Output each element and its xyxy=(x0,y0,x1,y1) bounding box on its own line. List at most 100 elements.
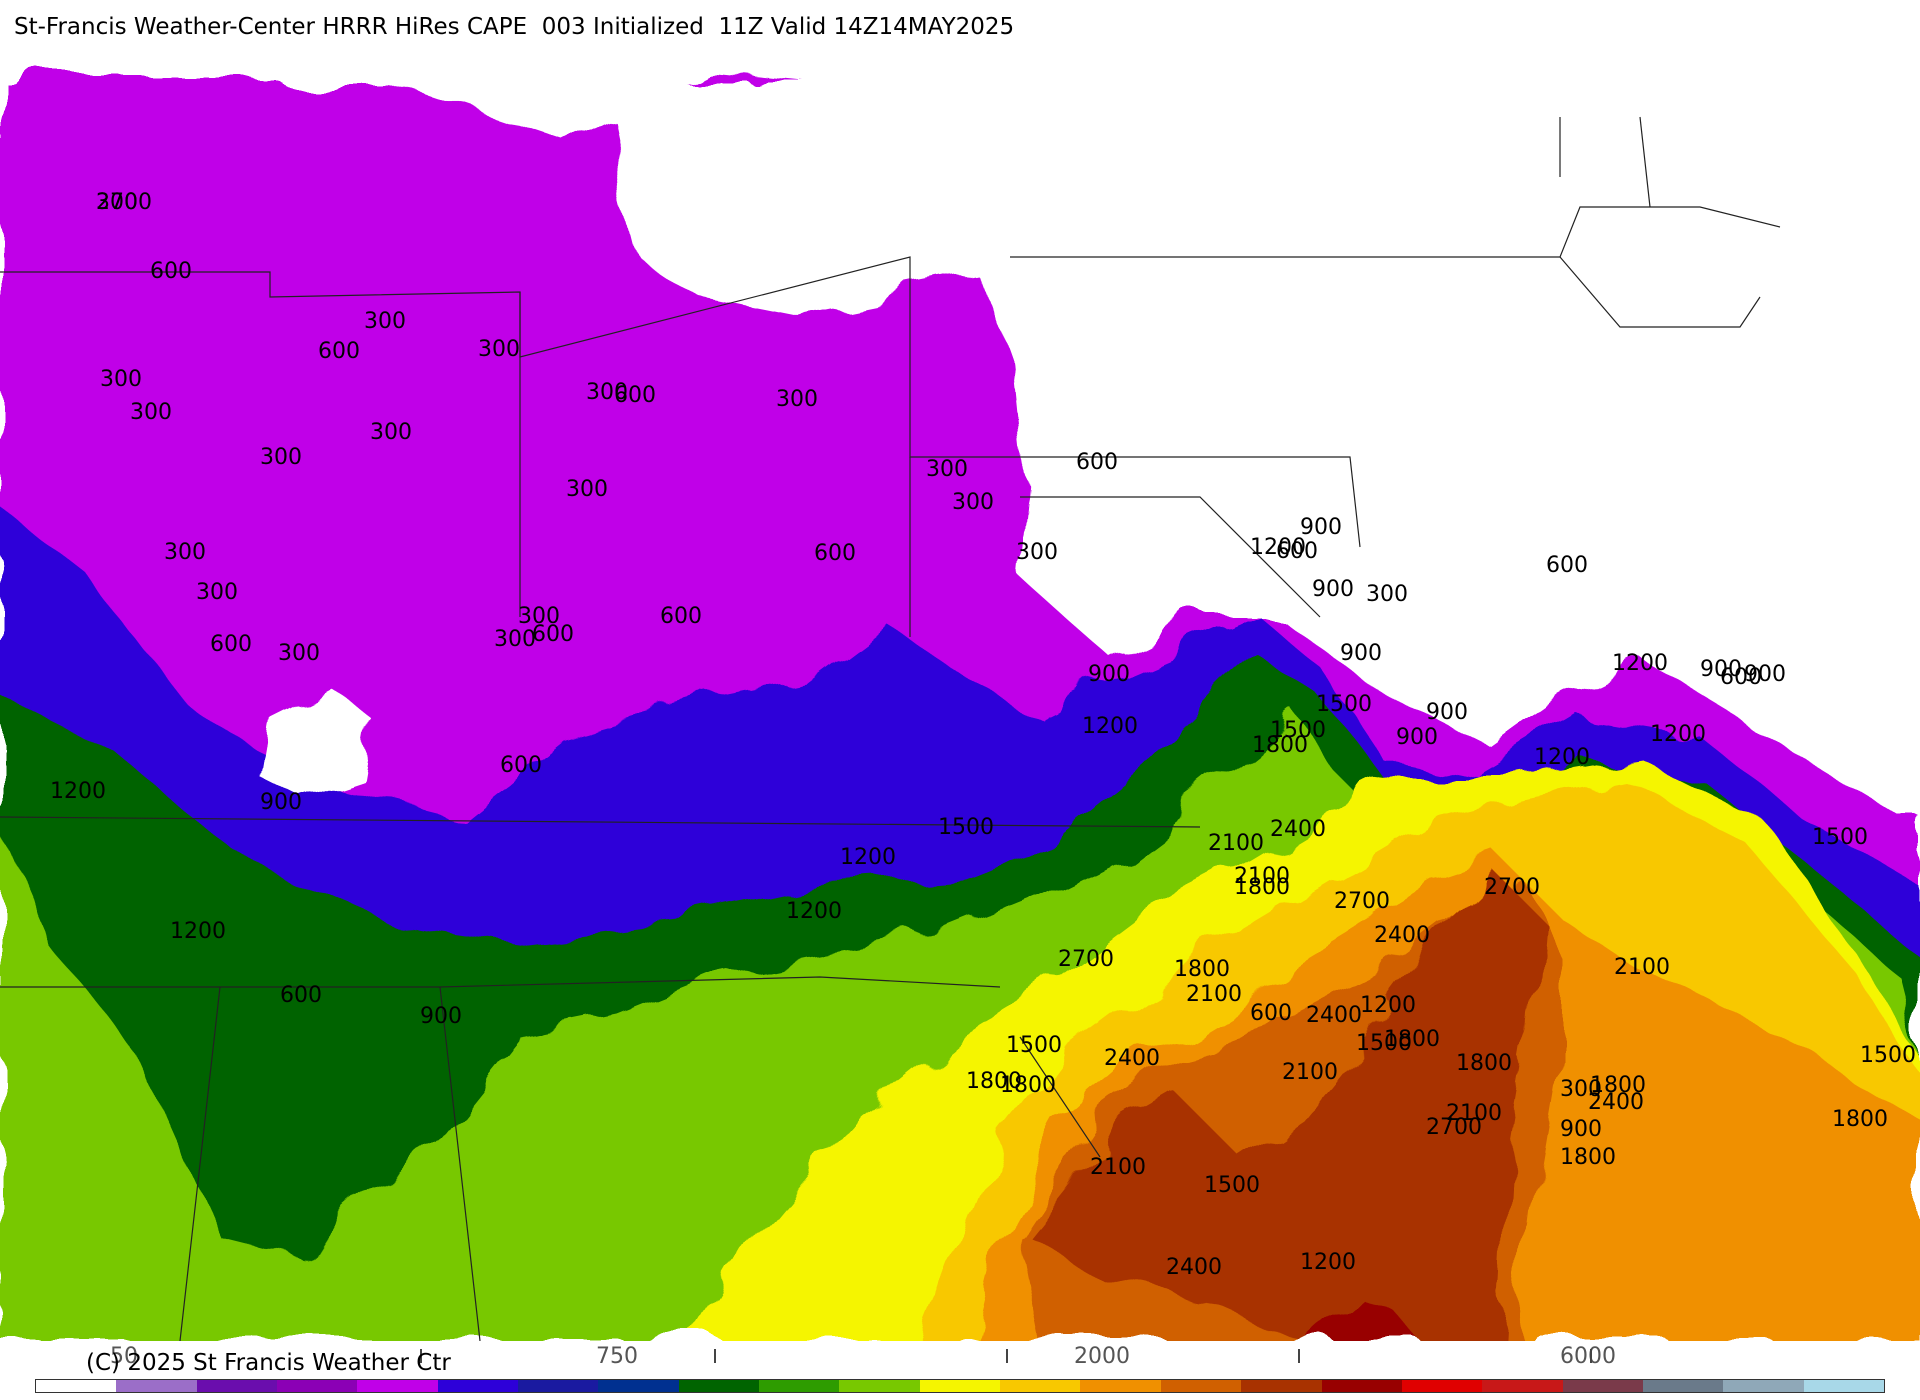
contour-label: 900 xyxy=(1088,662,1130,687)
scale-tick xyxy=(1590,1349,1592,1363)
contour-label: 300 xyxy=(518,604,560,629)
colorbar-swatch xyxy=(116,1380,197,1392)
contour-label: 1800 xyxy=(1384,1027,1440,1052)
contour-label: 600 xyxy=(210,632,252,657)
contour-label: 1500 xyxy=(1204,1173,1260,1198)
contour-label: 900 xyxy=(1426,700,1468,725)
contour-label: 2700 xyxy=(1484,875,1540,900)
contour-label: 1800 xyxy=(1000,1073,1056,1098)
contour-label: 2700 xyxy=(1058,947,1114,972)
colorbar-swatch xyxy=(518,1380,599,1392)
contour-label: 1500 xyxy=(1860,1043,1916,1068)
contour-label: 1200 xyxy=(840,845,896,870)
contour-label: 300 xyxy=(1560,1077,1602,1102)
contour-label: 300 xyxy=(1016,540,1058,565)
contour-label: 600 xyxy=(814,541,856,566)
contour-label: 1500 xyxy=(1812,825,1868,850)
contour-label: 900 xyxy=(1300,515,1342,540)
contour-label: 900 xyxy=(1744,662,1786,687)
contour-labels: 300 600 300 300 600 300 300 600 300 300 300 300 300 3… xyxy=(0,57,1920,1341)
colorbar-swatch xyxy=(759,1380,840,1392)
contour-label: 600 xyxy=(532,622,574,647)
colorbar-swatch xyxy=(1562,1380,1643,1392)
contour-label: 900 xyxy=(260,790,302,815)
contour-label: 900 xyxy=(420,1004,462,1029)
contour-label: 1800 xyxy=(1252,733,1308,758)
contour-label: 600 xyxy=(500,753,542,778)
contour-label: 900 xyxy=(1312,577,1354,602)
scale-tick xyxy=(1006,1349,1008,1363)
contour-label: 1800 xyxy=(966,1069,1022,1094)
colorbar-swatch xyxy=(277,1380,358,1392)
contour-label: 1200 xyxy=(1300,1250,1356,1275)
contour-label: 2100 xyxy=(1282,1060,1338,1085)
contour-label: 1800 xyxy=(1234,875,1290,900)
contour-label: 300 xyxy=(494,627,536,652)
contour-label: 300 xyxy=(96,190,138,215)
colorbar-swatch xyxy=(1000,1380,1081,1392)
cape-hole-great-lakes xyxy=(600,77,1920,317)
contour-label: 2400 xyxy=(1306,1003,1362,1028)
colorbar-swatch xyxy=(1241,1380,1322,1392)
contour-label: 300 xyxy=(566,477,608,502)
contour-label: 1200 xyxy=(1082,714,1138,739)
contour-label: 2100 xyxy=(1090,1155,1146,1180)
contour-label: 300 xyxy=(1366,582,1408,607)
contour-label: 600 xyxy=(318,339,360,364)
contour-label: 300 xyxy=(586,380,628,405)
contour-label: 1800 xyxy=(1560,1145,1616,1170)
cape-hole-lake xyxy=(260,687,370,797)
scale-label-6000: 6000 xyxy=(1560,1344,1616,1369)
contour-label: 300 xyxy=(278,641,320,666)
contour-label: 1200 xyxy=(1250,535,1306,560)
contour-label: 1500 xyxy=(1270,718,1326,743)
contour-label: 300 xyxy=(926,457,968,482)
cape-band-2700 xyxy=(1030,877,1540,1341)
contour-label: 2700 xyxy=(1334,889,1390,914)
contour-label: 2100 xyxy=(1446,1101,1502,1126)
contour-label: 300 xyxy=(776,387,818,412)
colorbar-swatch xyxy=(839,1380,920,1392)
contour-label: 600 xyxy=(1546,553,1588,578)
contour-label: 300 xyxy=(370,420,412,445)
contour-label: 600 xyxy=(1250,1001,1292,1026)
contour-label: 1800 xyxy=(1590,1073,1646,1098)
colorbar-swatch xyxy=(598,1380,679,1392)
contour-label: 1200 xyxy=(170,919,226,944)
contour-label: 300 xyxy=(196,580,238,605)
colorbar-swatch xyxy=(437,1380,519,1392)
contour-label: 300 xyxy=(164,540,206,565)
contour-label: 300 xyxy=(478,337,520,362)
colorbar-swatch xyxy=(1321,1380,1402,1392)
scale-tick xyxy=(420,1349,422,1363)
colorbar-swatch xyxy=(1642,1380,1724,1392)
contour-label: 900 xyxy=(1560,1117,1602,1142)
contour-label: 900 xyxy=(1700,657,1742,682)
contour-label: 600 xyxy=(614,383,656,408)
contour-label: 2400 xyxy=(1588,1090,1644,1115)
contour-label: 2700 xyxy=(96,190,152,215)
contour-label: 1200 xyxy=(1612,651,1668,676)
contour-label: 2700 xyxy=(1426,1115,1482,1140)
contour-label: 300 xyxy=(260,445,302,470)
cape-colorbar xyxy=(35,1379,1885,1393)
colorbar-swatch xyxy=(1803,1380,1884,1392)
contour-label: 2400 xyxy=(1166,1255,1222,1280)
cape-hole-northeast xyxy=(980,197,1920,817)
scale-tick xyxy=(1298,1349,1300,1363)
contour-label: 600 xyxy=(1276,539,1318,564)
contour-label: 1200 xyxy=(50,779,106,804)
colorbar-swatch xyxy=(357,1380,438,1392)
colorbar-swatch xyxy=(1723,1380,1804,1392)
contour-label: 1500 xyxy=(1316,692,1372,717)
contour-label: 2100 xyxy=(1614,955,1670,980)
contour-label: 300 xyxy=(130,400,172,425)
contour-label: 1200 xyxy=(1360,993,1416,1018)
contour-label: 2100 xyxy=(1208,831,1264,856)
contour-label: 300 xyxy=(364,309,406,334)
scale-label-750: 750 xyxy=(596,1344,638,1369)
colorbar-swatch xyxy=(1160,1380,1242,1392)
colorbar-swatch xyxy=(1401,1380,1483,1392)
contour-label: 300 xyxy=(952,490,994,515)
contour-label: 2100 xyxy=(1186,982,1242,1007)
